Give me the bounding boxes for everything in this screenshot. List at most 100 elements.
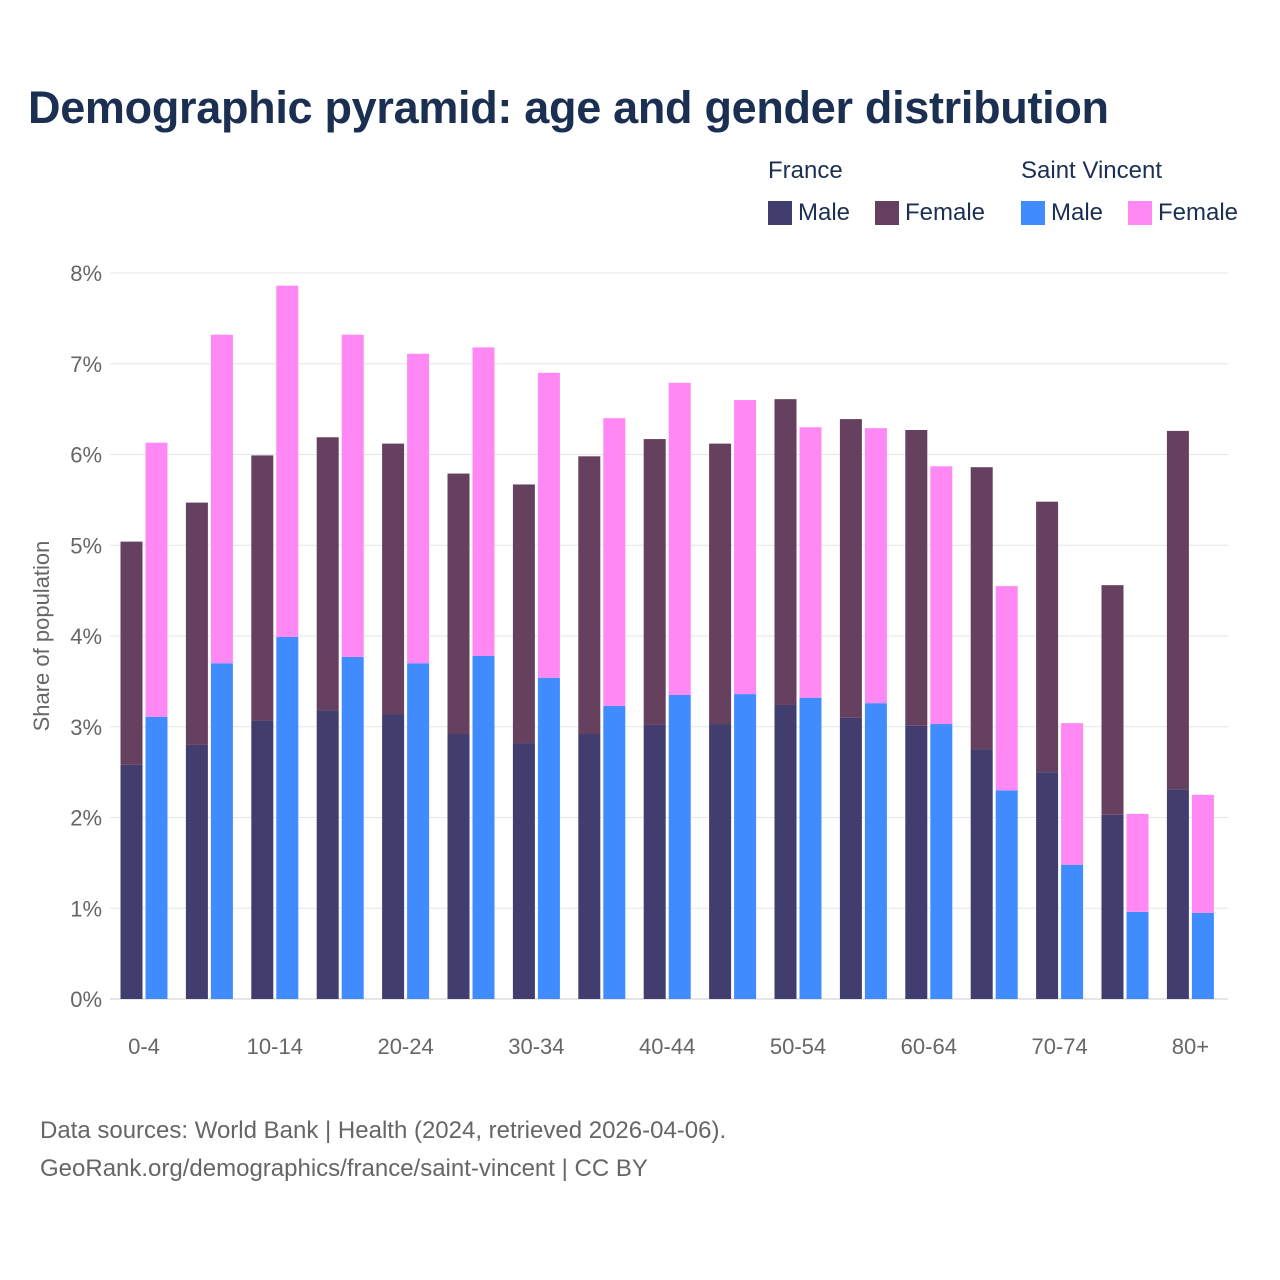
y-tick-label: 0% <box>70 987 102 1012</box>
y-tick-label: 7% <box>70 352 102 377</box>
footer-sources: Data sources: World Bank | Health (2024,… <box>40 1117 727 1144</box>
bar-france-male <box>316 710 339 999</box>
legend-sv-female: Female <box>1128 199 1238 227</box>
bar-saint-vincent-female <box>407 353 430 664</box>
legend-swatch <box>875 201 899 225</box>
bar-saint-vincent-female <box>472 347 495 656</box>
x-tick-label: 70-74 <box>1031 1034 1087 1059</box>
x-tick-label: 20-24 <box>377 1034 433 1059</box>
y-tick-label: 5% <box>70 533 102 558</box>
bar-france-male <box>774 704 797 999</box>
legend-sv-male: Male <box>1021 199 1103 227</box>
bar-france-male <box>512 743 535 999</box>
y-tick-label: 8% <box>70 261 102 286</box>
bar-saint-vincent-male <box>341 656 364 999</box>
bar-saint-vincent-female <box>1191 794 1214 913</box>
bar-saint-vincent-female <box>930 466 953 725</box>
bar-saint-vincent-male <box>734 694 757 999</box>
bar-france-female <box>185 502 208 745</box>
bar-france-female <box>251 455 274 721</box>
legend-label: Female <box>1158 199 1239 226</box>
bar-france-male <box>1036 772 1059 999</box>
bar-saint-vincent-male <box>1061 864 1084 999</box>
bar-saint-vincent-male <box>603 705 626 999</box>
bar-france-female <box>905 429 928 726</box>
bar-saint-vincent-male <box>864 703 887 999</box>
legend-group-france: France <box>768 157 843 184</box>
legend-swatch <box>1021 201 1045 225</box>
y-tick-label: 1% <box>70 896 102 921</box>
bar-saint-vincent-female <box>995 586 1018 791</box>
chart-title: Demographic pyramid: age and gender dist… <box>28 82 1109 133</box>
bar-saint-vincent-female <box>1126 813 1149 912</box>
bar-france-female <box>1101 585 1124 815</box>
bar-saint-vincent-male <box>1126 911 1149 999</box>
legend-label: Male <box>798 199 851 226</box>
bar-france-female <box>709 443 732 725</box>
bar-saint-vincent-male <box>537 677 560 999</box>
bar-saint-vincent-male <box>145 716 168 999</box>
x-tick-label: 60-64 <box>901 1034 957 1059</box>
bar-saint-vincent-male <box>210 663 233 999</box>
x-tick-label: 30-34 <box>508 1034 564 1059</box>
x-tick-label: 40-44 <box>639 1034 695 1059</box>
bar-france-female <box>839 419 862 718</box>
bar-saint-vincent-male <box>276 636 299 999</box>
x-tick-label: 0-4 <box>128 1034 160 1059</box>
bar-saint-vincent-male <box>1191 912 1214 999</box>
legend-swatch <box>768 201 792 225</box>
bar-saint-vincent-female <box>1061 723 1084 865</box>
bar-france-male <box>970 749 993 999</box>
bar-saint-vincent-male <box>668 694 691 999</box>
bar-saint-vincent-female <box>145 442 168 717</box>
bar-france-male <box>578 734 601 999</box>
bar-france-male <box>905 725 928 999</box>
bar-france-female <box>1036 501 1059 773</box>
y-tick-label: 4% <box>70 624 102 649</box>
bar-france-male <box>709 724 732 999</box>
bar-france-male <box>1166 789 1189 999</box>
y-axis-label: Share of population <box>29 540 54 732</box>
legend-label: Female <box>905 199 986 226</box>
y-tick-label: 6% <box>70 443 102 468</box>
legend-label: Male <box>1051 199 1104 226</box>
bar-france-female <box>512 484 535 744</box>
bar-saint-vincent-male <box>799 697 822 999</box>
legend-group-saint-vincent: Saint Vincent <box>1021 157 1162 184</box>
bar-saint-vincent-female <box>799 427 822 698</box>
bar-saint-vincent-female <box>668 382 691 695</box>
bar-saint-vincent-male <box>995 790 1018 999</box>
bar-saint-vincent-female <box>537 372 560 678</box>
bar-france-male <box>120 764 143 999</box>
bar-saint-vincent-male <box>472 655 495 999</box>
bar-france-female <box>1166 430 1189 790</box>
bar-france-male <box>382 714 405 999</box>
bar-france-female <box>120 541 143 765</box>
bar-saint-vincent-female <box>603 418 626 706</box>
bar-france-male <box>643 724 666 999</box>
bar-france-female <box>970 467 993 750</box>
bar-france-male <box>1101 814 1124 999</box>
bar-saint-vincent-female <box>864 428 887 704</box>
legend-france-female: Female <box>875 199 985 227</box>
bar-france-male <box>185 744 208 999</box>
bar-saint-vincent-female <box>210 334 233 664</box>
footer-link[interactable]: GeoRank.org/demographics/france/saint-vi… <box>40 1155 648 1182</box>
legend-france-male: Male <box>768 199 850 227</box>
bar-france-male <box>447 734 470 999</box>
bar-saint-vincent-female <box>734 400 757 695</box>
bar-saint-vincent-female <box>276 285 299 637</box>
bar-france-male <box>251 720 274 999</box>
bar-france-female <box>447 473 470 735</box>
bar-france-female <box>316 437 339 711</box>
bar-saint-vincent-male <box>407 663 430 999</box>
bar-france-female <box>774 399 797 705</box>
legend-swatch <box>1128 201 1152 225</box>
bar-saint-vincent-male <box>930 724 953 999</box>
y-tick-label: 2% <box>70 806 102 831</box>
y-tick-label: 3% <box>70 715 102 740</box>
x-tick-label: 80+ <box>1172 1034 1209 1059</box>
bar-france-male <box>839 717 862 999</box>
bar-saint-vincent-female <box>341 334 364 657</box>
